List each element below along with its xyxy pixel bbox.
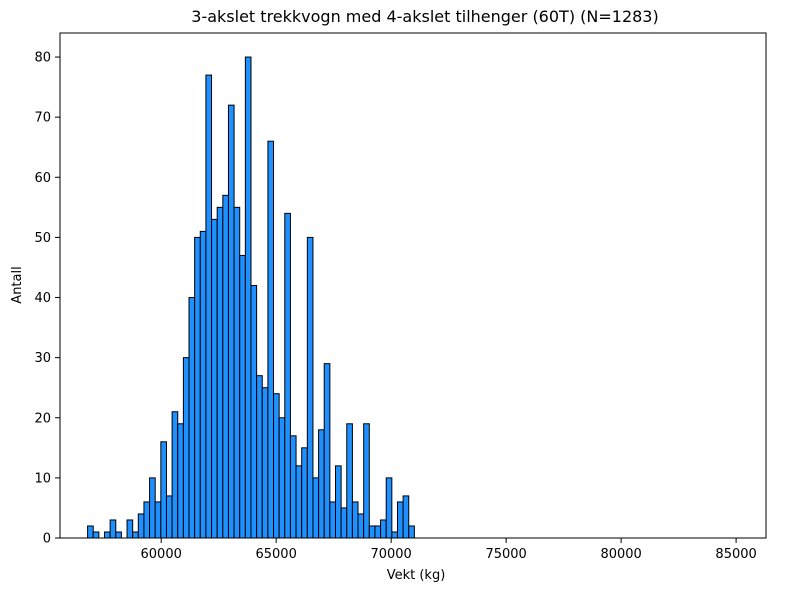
histogram-bar	[115, 531, 122, 539]
x-tick-label: 85000	[715, 547, 756, 562]
histogram-bar	[103, 531, 111, 539]
histogram-bar	[87, 525, 94, 539]
histogram-bar	[374, 525, 382, 539]
histogram-bar	[177, 423, 184, 539]
histogram-bar	[222, 194, 229, 539]
y-tick-label: 40	[34, 291, 51, 306]
x-tick-label: 75000	[485, 547, 526, 562]
histogram-bar	[278, 417, 286, 539]
histogram-bar	[137, 513, 145, 539]
histogram-bar	[205, 74, 213, 539]
histogram-bar	[250, 285, 258, 539]
histogram-bar	[160, 441, 167, 539]
y-tick-label: 10	[34, 471, 51, 486]
histogram-bar	[329, 501, 337, 539]
histogram-bar	[346, 423, 353, 539]
y-tick-label: 60	[34, 171, 51, 186]
y-tick-label: 80	[34, 51, 51, 66]
histogram-bar	[199, 230, 207, 539]
histogram-bar	[188, 297, 196, 539]
x-tick-label: 65000	[255, 547, 296, 562]
histogram-bar	[318, 429, 325, 539]
histogram-bar	[92, 531, 100, 539]
histogram-bar	[216, 206, 224, 539]
histogram-bar	[312, 477, 320, 539]
histogram-bar	[402, 495, 410, 539]
y-axis-ticks: 0 10 20 30 40 50 60 70 80	[34, 51, 60, 547]
y-axis-label: Antall	[10, 266, 25, 303]
chart-title: 3-akslet trekkvogn med 4-akslet tilhenge…	[191, 7, 658, 26]
histogram-bar	[340, 507, 348, 539]
y-tick-label: 0	[43, 532, 51, 547]
histogram-bar	[233, 206, 241, 539]
histogram-bar	[301, 447, 308, 539]
histogram-bar	[284, 212, 291, 539]
histogram-bar	[357, 513, 365, 539]
histogram-bar	[182, 357, 190, 539]
histogram-bar	[239, 254, 246, 539]
histogram-bar	[149, 477, 156, 539]
histogram-bar	[109, 519, 117, 539]
histogram-bar	[385, 477, 393, 539]
y-tick-label: 20	[34, 411, 51, 426]
histogram-bar	[244, 56, 252, 539]
histogram-bar	[273, 393, 280, 539]
y-tick-label: 50	[34, 231, 51, 246]
histogram-bar	[351, 501, 359, 539]
histogram-bar	[267, 140, 275, 539]
histogram-bar	[408, 525, 415, 539]
histogram-bar	[211, 218, 218, 539]
histogram-bar	[391, 531, 398, 539]
histogram-bar	[171, 411, 179, 539]
histogram-bars	[87, 56, 415, 539]
y-tick-label: 70	[34, 111, 51, 126]
histogram-bar	[306, 236, 314, 539]
y-tick-label: 30	[34, 351, 51, 366]
histogram-bar	[261, 387, 269, 539]
histogram-bar	[396, 501, 404, 539]
histogram-bar	[143, 501, 151, 539]
plot-frame	[59, 32, 767, 539]
x-tick-label: 70000	[370, 547, 411, 562]
histogram-bar	[194, 236, 201, 539]
histogram-bar	[132, 531, 139, 539]
histogram-bar	[227, 104, 235, 539]
x-tick-label: 60000	[141, 547, 182, 562]
histogram-bar	[380, 519, 387, 539]
histogram-bar	[323, 363, 331, 539]
histogram-bar	[126, 519, 134, 539]
histogram-bar	[363, 423, 370, 539]
x-axis-ticks: 60000 65000 70000 75000 80000 85000	[141, 538, 757, 562]
histogram-bar	[368, 525, 376, 539]
histogram-bar	[154, 501, 162, 539]
histogram-bar	[256, 375, 263, 539]
x-axis-label: Vekt (kg)	[387, 568, 446, 583]
histogram-bar	[289, 435, 297, 539]
x-tick-label: 80000	[600, 547, 641, 562]
histogram-bar	[165, 495, 173, 539]
histogram-bar	[335, 465, 342, 539]
histogram-bar	[295, 465, 303, 539]
